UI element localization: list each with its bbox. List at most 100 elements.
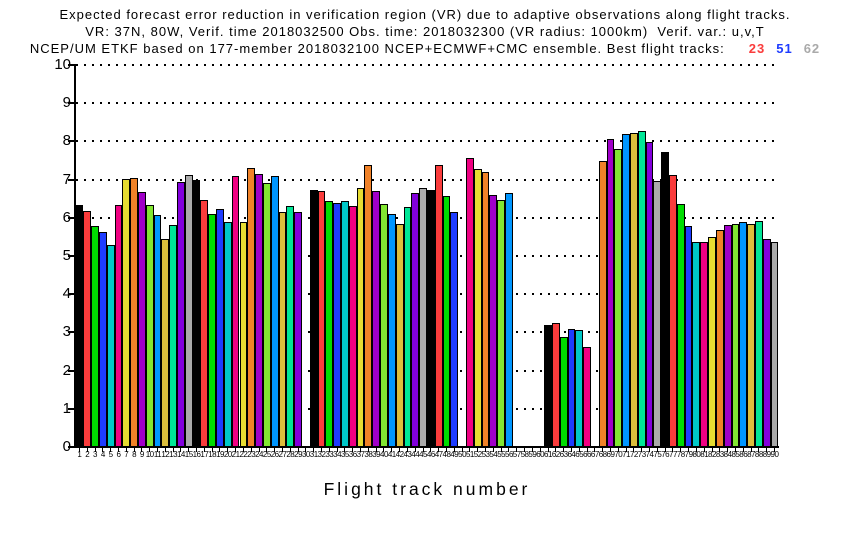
x-tick-label-3: 3 <box>93 450 97 459</box>
x-tick-35 <box>344 448 346 452</box>
x-tick-60 <box>539 448 541 452</box>
bar-track-25 <box>262 182 271 447</box>
x-axis <box>74 446 779 448</box>
x-tick-63 <box>563 448 565 452</box>
x-tick-label-10: 10 <box>145 450 154 459</box>
x-tick-61 <box>547 448 549 452</box>
bar-track-54 <box>489 194 498 447</box>
x-tick-label-59: 59 <box>528 450 537 459</box>
x-tick-46 <box>430 448 432 452</box>
x-tick-86 <box>742 448 744 452</box>
y-tick-5 <box>68 255 75 257</box>
x-tick-75 <box>656 448 658 452</box>
bar-track-84 <box>723 224 732 447</box>
x-tick-label-38: 38 <box>364 450 373 459</box>
bar-track-36 <box>348 206 357 447</box>
x-tick-label-53: 53 <box>481 450 490 459</box>
x-tick-label-33: 33 <box>325 450 334 459</box>
x-tick-label-39: 39 <box>372 450 381 459</box>
bar-track-13 <box>169 225 178 447</box>
x-tick-85 <box>734 448 736 452</box>
bar-track-81 <box>700 242 709 447</box>
x-tick-36 <box>352 448 354 452</box>
gridline-y10 <box>75 64 777 66</box>
x-tick-label-70: 70 <box>614 450 623 459</box>
bar-track-28 <box>286 205 295 447</box>
x-tick-label-52: 52 <box>473 450 482 459</box>
x-tick-label-9: 9 <box>139 450 144 459</box>
x-tick-22 <box>242 448 244 452</box>
x-tick-label-45: 45 <box>419 450 427 459</box>
x-tick-71 <box>625 448 627 452</box>
x-tick-label-84: 84 <box>723 450 732 459</box>
x-tick-48 <box>445 448 447 452</box>
x-tick-label-79: 79 <box>684 450 693 459</box>
x-tick-66 <box>586 448 588 452</box>
x-tick-18 <box>211 448 213 452</box>
x-tick-70 <box>617 448 619 452</box>
x-tick-label-51: 51 <box>465 450 474 459</box>
best-flight-track-51: 51 <box>776 41 793 56</box>
x-tick-label-86: 86 <box>739 450 748 459</box>
x-tick-label-27: 27 <box>278 450 287 459</box>
bar-track-23 <box>247 168 256 447</box>
x-tick-label-40: 40 <box>380 450 388 459</box>
x-tick-label-64: 64 <box>567 450 576 459</box>
x-tick-53 <box>485 448 487 452</box>
x-tick-87 <box>750 448 752 452</box>
bar-track-89 <box>762 239 771 447</box>
x-tick-78 <box>680 448 682 452</box>
x-tick-68 <box>602 448 604 452</box>
x-tick-label-73: 73 <box>637 450 646 459</box>
bar-track-87 <box>747 223 755 447</box>
x-tick-label-69: 69 <box>606 450 615 459</box>
x-tick-label-42: 42 <box>395 450 404 459</box>
bar-track-51 <box>466 158 474 447</box>
y-tick-10 <box>68 64 75 66</box>
x-tick-label-15: 15 <box>184 450 193 459</box>
bar-track-45 <box>419 187 427 447</box>
bar-track-49 <box>450 212 459 447</box>
x-tick-label-85: 85 <box>731 450 740 459</box>
bar-track-56 <box>505 192 513 447</box>
best-flight-track-62: 62 <box>803 41 821 56</box>
x-tick-81 <box>703 448 705 452</box>
best-flight-tracks-list: 23 51 62 <box>749 41 820 56</box>
x-tick-label-36: 36 <box>348 450 357 459</box>
y-tick-label-9: 9 <box>62 94 71 112</box>
x-tick-50 <box>461 448 463 452</box>
bar-track-55 <box>497 199 506 447</box>
x-tick-label-31: 31 <box>309 450 318 459</box>
bar-track-71 <box>622 133 630 447</box>
x-tick-label-37: 37 <box>356 450 365 459</box>
bar-track-32 <box>317 191 326 447</box>
x-tick-5 <box>110 448 112 452</box>
bar-track-43 <box>403 207 412 447</box>
x-tick-label-88: 88 <box>754 450 763 459</box>
bar-track-40 <box>380 204 388 447</box>
bar-track-17 <box>200 199 209 447</box>
bar-track-10 <box>145 205 154 447</box>
bar-track-61 <box>544 325 552 447</box>
x-tick-84 <box>727 448 729 452</box>
bar-track-65 <box>575 330 584 447</box>
bar-track-24 <box>255 174 263 447</box>
y-tick-label-2: 2 <box>62 361 71 379</box>
x-tick-label-67: 67 <box>590 450 599 459</box>
x-tick-10 <box>149 448 151 452</box>
bar-track-63 <box>559 337 568 447</box>
bar-track-7 <box>122 179 131 447</box>
bar-track-88 <box>754 220 763 447</box>
x-tick-56 <box>508 448 510 452</box>
x-tick-88 <box>758 448 760 452</box>
x-tick-label-89: 89 <box>762 450 771 459</box>
y-tick-label-5: 5 <box>62 247 71 264</box>
x-tick-59 <box>531 448 533 452</box>
bar-track-26 <box>270 175 279 447</box>
x-tick-25 <box>266 448 268 452</box>
x-tick-27 <box>281 448 283 452</box>
bar-track-2 <box>83 210 92 447</box>
x-tick-41 <box>391 448 393 452</box>
x-tick-label-25: 25 <box>262 450 271 459</box>
